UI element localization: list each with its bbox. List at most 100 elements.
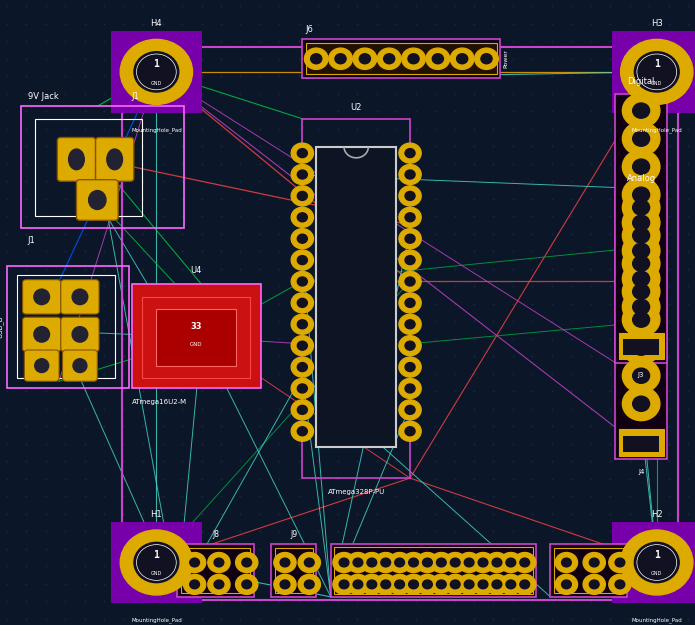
Bar xyxy=(111,522,202,603)
Ellipse shape xyxy=(89,191,106,209)
Text: 1: 1 xyxy=(154,550,159,560)
Circle shape xyxy=(395,558,404,567)
Circle shape xyxy=(623,191,660,224)
Circle shape xyxy=(589,580,599,589)
Circle shape xyxy=(621,39,693,104)
Ellipse shape xyxy=(35,359,49,372)
Circle shape xyxy=(399,400,421,420)
Circle shape xyxy=(632,271,650,286)
Circle shape xyxy=(274,552,296,572)
Circle shape xyxy=(291,229,313,249)
Text: J6: J6 xyxy=(306,26,313,34)
Bar xyxy=(302,119,410,478)
Circle shape xyxy=(430,574,452,594)
Bar xyxy=(156,309,236,366)
Circle shape xyxy=(384,54,395,64)
Circle shape xyxy=(583,552,605,572)
FancyBboxPatch shape xyxy=(96,138,133,181)
Bar xyxy=(623,436,659,452)
Circle shape xyxy=(405,320,415,329)
Circle shape xyxy=(381,580,391,589)
Circle shape xyxy=(623,262,660,296)
Text: J4: J4 xyxy=(638,469,644,475)
Text: GND: GND xyxy=(151,571,162,576)
Circle shape xyxy=(478,580,488,589)
Ellipse shape xyxy=(34,289,49,304)
Circle shape xyxy=(291,250,313,270)
Circle shape xyxy=(623,247,660,281)
Circle shape xyxy=(120,39,193,104)
Circle shape xyxy=(436,558,446,567)
Bar xyxy=(316,147,396,447)
Circle shape xyxy=(562,580,571,589)
Circle shape xyxy=(416,574,439,594)
Circle shape xyxy=(402,48,425,69)
Bar xyxy=(111,31,202,112)
Circle shape xyxy=(291,208,313,227)
Bar xyxy=(21,106,184,228)
Circle shape xyxy=(339,558,349,567)
Text: USB_B: USB_B xyxy=(0,315,3,338)
Circle shape xyxy=(399,186,421,206)
Circle shape xyxy=(405,149,415,158)
Circle shape xyxy=(623,94,660,128)
Text: J3: J3 xyxy=(638,372,644,378)
Circle shape xyxy=(506,580,516,589)
Text: H2: H2 xyxy=(651,509,662,519)
Circle shape xyxy=(291,164,313,184)
Bar xyxy=(550,544,627,597)
Bar xyxy=(306,43,497,74)
Circle shape xyxy=(632,103,650,118)
Circle shape xyxy=(389,574,411,594)
Circle shape xyxy=(632,340,650,355)
Circle shape xyxy=(291,271,313,291)
Circle shape xyxy=(339,580,349,589)
Circle shape xyxy=(399,271,421,291)
Circle shape xyxy=(399,208,421,227)
Circle shape xyxy=(399,421,421,441)
Circle shape xyxy=(183,552,206,572)
Circle shape xyxy=(416,552,439,572)
Circle shape xyxy=(609,574,631,594)
Circle shape xyxy=(134,52,179,92)
Ellipse shape xyxy=(72,289,88,304)
Circle shape xyxy=(621,530,693,595)
Bar xyxy=(334,547,533,594)
FancyBboxPatch shape xyxy=(22,317,61,351)
Circle shape xyxy=(623,150,660,184)
Text: 33: 33 xyxy=(190,322,202,331)
Circle shape xyxy=(486,552,508,572)
Circle shape xyxy=(615,580,625,589)
Ellipse shape xyxy=(72,327,88,342)
Circle shape xyxy=(492,558,502,567)
Circle shape xyxy=(405,406,415,414)
Circle shape xyxy=(514,574,536,594)
Circle shape xyxy=(409,558,418,567)
Circle shape xyxy=(500,574,522,594)
Circle shape xyxy=(520,558,530,567)
Circle shape xyxy=(632,200,650,215)
Circle shape xyxy=(399,336,421,356)
FancyBboxPatch shape xyxy=(76,179,118,220)
Circle shape xyxy=(555,552,578,572)
Circle shape xyxy=(214,580,224,589)
Circle shape xyxy=(632,312,650,328)
Circle shape xyxy=(464,580,474,589)
Circle shape xyxy=(402,552,425,572)
Text: J8: J8 xyxy=(212,530,219,539)
Circle shape xyxy=(291,186,313,206)
Circle shape xyxy=(297,213,307,222)
Bar xyxy=(615,94,667,362)
Bar xyxy=(132,284,261,388)
Circle shape xyxy=(280,580,290,589)
Text: MountingHole_Pad: MountingHole_Pad xyxy=(131,618,182,623)
Circle shape xyxy=(623,178,660,212)
Text: U4: U4 xyxy=(190,266,202,275)
Circle shape xyxy=(632,159,650,174)
Bar xyxy=(619,332,664,359)
FancyBboxPatch shape xyxy=(22,279,61,314)
Circle shape xyxy=(208,552,230,572)
Circle shape xyxy=(615,558,625,567)
Circle shape xyxy=(399,379,421,399)
Circle shape xyxy=(623,219,660,253)
